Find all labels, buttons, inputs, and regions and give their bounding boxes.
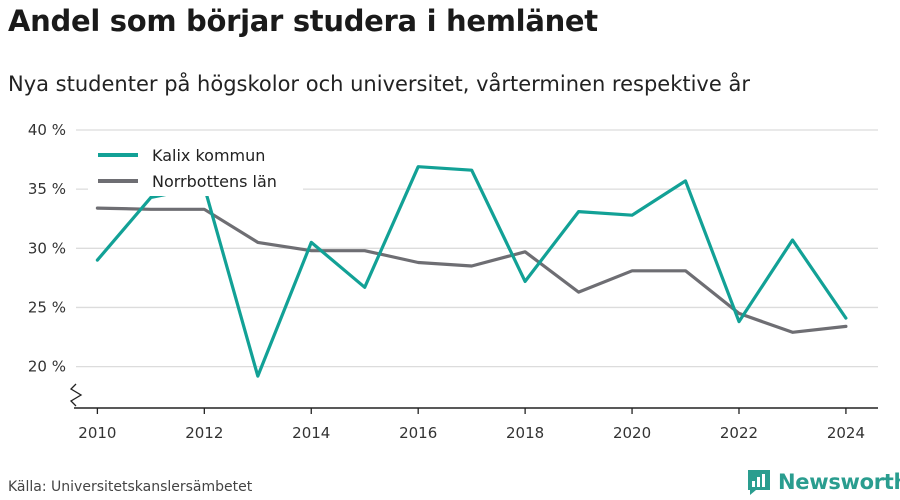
series-line-norrbottens-län — [95, 206, 848, 334]
legend-label: Kalix kommun — [152, 146, 265, 165]
x-tick-label: 2022 — [720, 424, 758, 442]
y-tick-label: 20 % — [28, 358, 66, 376]
x-tick-label: 2020 — [613, 424, 651, 442]
x-tick-label: 2012 — [185, 424, 223, 442]
brand-logo: Newsworthy — [746, 468, 900, 496]
newsworthy-logo-icon — [748, 470, 770, 495]
series-line-kalix-kommun — [95, 165, 848, 378]
x-tick-label: 2016 — [399, 424, 437, 442]
x-tick-label: 2010 — [78, 424, 116, 442]
series-lines — [95, 165, 848, 378]
x-axis: 2010 2012 2014 2016 2018 2020 2022 2024 — [69, 383, 878, 442]
brand-name: Newsworthy — [778, 470, 900, 494]
x-tick-label: 2018 — [506, 424, 544, 442]
legend-background — [88, 140, 303, 196]
y-tick-label: 30 % — [28, 239, 66, 257]
x-tick-label: 2024 — [827, 424, 865, 442]
chart-subtitle: Nya studenter på högskolor och universit… — [8, 72, 750, 96]
legend: Kalix kommun Norrbottens län — [88, 140, 303, 196]
legend-label: Norrbottens län — [152, 172, 277, 191]
axis-break-marker — [69, 383, 83, 407]
chart-title: Andel som börjar studera i hemlänet — [8, 4, 598, 38]
y-tick-label: 25 % — [28, 298, 66, 316]
y-tick-label: 35 % — [28, 180, 66, 198]
y-axis-ticks: 20 % 25 % 30 % 35 % 40 % — [28, 121, 66, 376]
y-tick-label: 40 % — [28, 121, 66, 139]
source-note: Källa: Universitetskanslersämbetet — [8, 479, 253, 495]
x-tick-label: 2014 — [292, 424, 330, 442]
